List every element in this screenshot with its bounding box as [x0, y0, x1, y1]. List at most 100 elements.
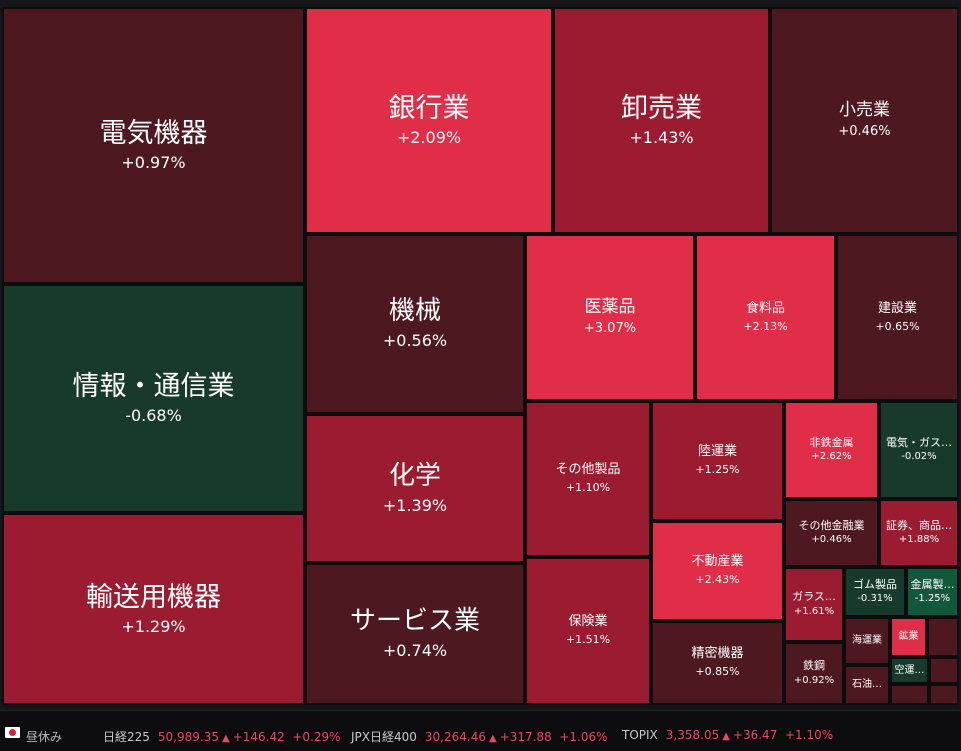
sector-tile-hitetsu[interactable]: 非鉄金属 +2.62% — [784, 401, 879, 499]
sector-change: +3.07% — [583, 321, 637, 337]
sector-name: 鉱業 — [898, 631, 919, 643]
sector-tile-gomu[interactable]: ゴム製品 -0.31% — [844, 567, 906, 617]
sector-tile-shouken[interactable]: 証券、商品… +1.88% — [879, 499, 959, 567]
sector-name: 情報・通信業 — [72, 371, 235, 403]
sector-tile-sekiyu[interactable]: 石油… — [844, 665, 890, 705]
sector-tile-denkigas[interactable]: 電気・ガス… -0.02% — [879, 401, 959, 499]
sector-tile-sonota[interactable]: その他製品 +1.10% — [525, 401, 651, 557]
sector-tile-yusou[interactable]: 輸送用機器 +1.29% — [2, 513, 305, 705]
sector-name: 銀行業 — [388, 93, 470, 125]
sector-name: 機械 — [388, 296, 441, 327]
sector-tile-sonotakinyu[interactable]: その他金融業 +0.46% — [784, 499, 879, 567]
sector-name: ゴム製品 — [853, 577, 897, 591]
sector-tile-kaiun[interactable]: 海運業 — [844, 617, 890, 665]
sector-name: 電気・ガス… — [886, 435, 952, 449]
sector-name: 鉄鋼 — [803, 659, 825, 673]
index-change: +146.42 — [232, 730, 285, 744]
sector-name: 食料品 — [745, 300, 785, 316]
sector-change: +1.88% — [898, 534, 940, 546]
sector-tile-fudousan[interactable]: 不動産業 +2.43% — [651, 521, 784, 621]
sector-change: +1.10% — [565, 481, 611, 495]
sector-name: 金属製… — [910, 577, 955, 591]
sector-change: +1.51% — [565, 633, 611, 647]
sector-change: -0.02% — [901, 451, 937, 463]
sector-tile-kikai[interactable]: 機械 +0.56% — [305, 234, 525, 414]
up-arrow-icon: ▲ — [221, 733, 230, 744]
sector-change: +0.85% — [695, 665, 740, 679]
index-label: TOPIX — [622, 728, 658, 742]
sector-tile-small-1[interactable] — [927, 617, 959, 657]
market-state: 昼休み — [26, 730, 63, 744]
sector-change: +2.43% — [695, 573, 740, 587]
sector-tile-jouhou[interactable]: 情報・通信業 -0.68% — [2, 284, 305, 513]
sector-tile-kouri[interactable]: 小売業 +0.46% — [770, 7, 959, 234]
index-value: 30,264.46 — [424, 730, 486, 744]
sector-tile-service[interactable]: サービス業 +0.74% — [305, 563, 525, 705]
sector-tile-ginkou[interactable]: 銀行業 +2.09% — [305, 7, 553, 234]
sector-tile-small-3[interactable] — [890, 684, 929, 705]
sector-tile-small-4[interactable] — [929, 684, 959, 705]
sector-change: +1.61% — [793, 605, 835, 617]
sector-tile-rikuun[interactable]: 陸運業 +1.25% — [651, 401, 784, 521]
up-arrow-icon: ▲ — [488, 733, 497, 744]
sector-change: +1.39% — [382, 495, 448, 515]
index-jpx400[interactable]: JPX日経400 30,264.46 ▲ +317.88 +1.06% — [351, 728, 608, 745]
sector-name: その他金融業 — [798, 518, 865, 532]
sector-name: 海運業 — [852, 635, 882, 647]
sector-tile-garasu[interactable]: ガラス… +1.61% — [784, 567, 844, 642]
sector-tile-hoken[interactable]: 保険業 +1.51% — [525, 557, 651, 705]
sector-name: ガラス… — [792, 590, 836, 604]
sector-name: 小売業 — [839, 99, 890, 120]
sector-change: +0.46% — [838, 124, 891, 140]
sector-name: 非鉄金属 — [809, 435, 854, 449]
sector-change: +0.97% — [121, 153, 186, 173]
sector-name: 空運… — [894, 664, 925, 676]
sector-change: +0.46% — [811, 534, 852, 546]
sector-name: 証券、商品… — [886, 518, 952, 532]
sector-treemap: 電気機器 +0.97% 情報・通信業 -0.68% 輸送用機器 +1.29% 銀… — [0, 0, 961, 710]
sector-tile-oroshi[interactable]: 卸売業 +1.43% — [553, 7, 770, 234]
sector-change: -1.25% — [914, 593, 951, 605]
sector-name: サービス業 — [349, 606, 480, 637]
sector-change: +0.92% — [793, 674, 835, 686]
japan-flag-icon — [5, 727, 20, 738]
sector-name: 不動産業 — [691, 554, 744, 570]
sector-name: 卸売業 — [621, 93, 702, 125]
sector-name: 建設業 — [877, 300, 917, 316]
sector-change: -0.68% — [125, 406, 182, 426]
up-arrow-icon: ▲ — [722, 731, 730, 742]
sector-tile-tekkou[interactable]: 鉄鋼 +0.92% — [784, 642, 844, 705]
sector-tile-shokuryo[interactable]: 食料品 +2.13% — [695, 234, 836, 401]
index-value: 50,989.35 — [157, 730, 219, 744]
sector-name: 精密機器 — [691, 646, 744, 662]
index-value: 3,358.05 — [665, 728, 720, 742]
index-topix[interactable]: TOPIX 3,358.05 ▲ +36.47 +1.10% — [622, 728, 833, 742]
sector-tile-kinzoku[interactable]: 金属製… -1.25% — [906, 567, 959, 617]
sector-change: +2.13% — [743, 319, 788, 333]
sector-tile-iyaku[interactable]: 医薬品 +3.07% — [525, 234, 695, 401]
sector-change: +1.29% — [121, 616, 186, 636]
sector-tile-small-2[interactable] — [929, 657, 959, 684]
index-change-pct: +1.10% — [784, 728, 834, 742]
sector-name: 化学 — [388, 460, 441, 491]
sector-change: +0.74% — [382, 641, 448, 661]
index-change-pct: +1.06% — [559, 730, 608, 744]
sector-tile-denki[interactable]: 電気機器 +0.97% — [2, 7, 305, 284]
index-change-pct: +0.29% — [292, 730, 341, 744]
sector-name: その他製品 — [555, 462, 621, 478]
sector-tile-kensetsu[interactable]: 建設業 +0.65% — [836, 234, 959, 401]
sector-name: 輸送用機器 — [86, 581, 221, 613]
sector-tile-kuuun[interactable]: 空運… — [890, 657, 929, 684]
sector-name: 保険業 — [568, 614, 608, 630]
sector-change: +1.43% — [629, 128, 694, 148]
sector-name: 電気機器 — [99, 118, 208, 150]
sector-change: -0.31% — [857, 593, 893, 605]
index-change: +317.88 — [499, 730, 552, 744]
index-label: JPX日経400 — [351, 730, 417, 744]
sector-tile-kougyou[interactable]: 鉱業 — [890, 617, 927, 657]
sector-tile-kagaku[interactable]: 化学 +1.39% — [305, 414, 525, 563]
sector-name: 石油… — [852, 679, 882, 691]
sector-change: +2.09% — [396, 128, 462, 148]
sector-tile-seimitsu[interactable]: 精密機器 +0.85% — [651, 621, 784, 705]
index-nikkei225[interactable]: 日経225 50,989.35 ▲ +146.42 +0.29% — [103, 728, 341, 745]
